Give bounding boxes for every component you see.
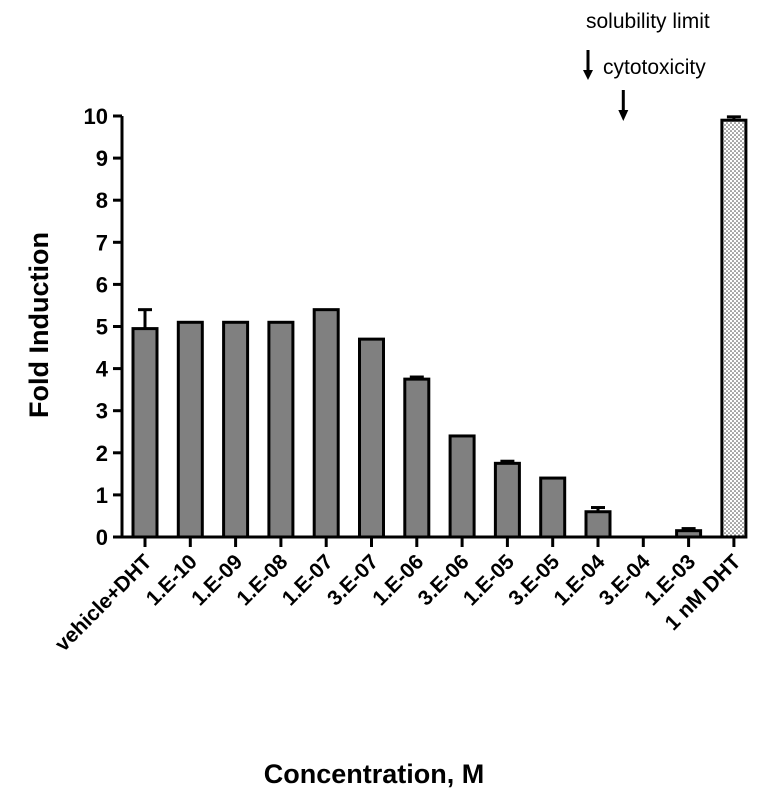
bar (584, 510, 612, 539)
y-tick-label: 6 (96, 272, 108, 297)
x-tick-label: 3.E-07 (323, 550, 383, 610)
bar (267, 320, 295, 539)
y-tick-label: 1 (96, 483, 108, 508)
y-tick-label: 4 (96, 357, 109, 382)
y-axis: 0 1 2 3 4 5 6 7 8 9 10 (84, 104, 124, 550)
x-axis-title: Concentration, M (264, 759, 485, 789)
bar (358, 337, 385, 539)
y-tick-label: 7 (96, 230, 108, 255)
bar (448, 434, 476, 539)
bar (131, 327, 159, 539)
annotations: solubility limit cytotoxicity (583, 10, 710, 121)
x-tick-label: 1.E-10 (142, 550, 202, 610)
x-axis: vehicle+DHT1.E-101.E-091.E-081.E-073.E-0… (51, 535, 746, 656)
x-tick-label: 3.E-06 (414, 550, 474, 610)
y-tick-label: 5 (96, 315, 108, 340)
bar (675, 529, 703, 539)
y-tick-label: 10 (84, 104, 108, 129)
bar (222, 320, 250, 539)
arrow-down-icon (618, 110, 629, 121)
y-tick-label: 9 (96, 146, 108, 171)
bar (539, 476, 567, 539)
y-axis-title: Fold Induction (24, 232, 54, 418)
annotation-cytotoxicity: cytotoxicity (603, 56, 706, 79)
annotation-solubility-limit: solubility limit (586, 10, 710, 33)
bar (403, 377, 431, 539)
bars (131, 115, 748, 539)
y-tick-label: 2 (96, 441, 108, 466)
bar (720, 118, 748, 539)
bar (312, 308, 340, 539)
x-tick-label: 1.E-09 (187, 550, 247, 610)
x-tick-label: 1.E-06 (368, 550, 428, 610)
bar (176, 320, 204, 539)
y-tick-label: 8 (96, 188, 108, 213)
y-tick-label: 0 (96, 525, 108, 550)
x-tick-label: 1.E-07 (278, 550, 338, 610)
y-tick-label: 3 (96, 399, 108, 424)
arrow-down-icon (583, 70, 593, 80)
bar (493, 461, 521, 539)
x-tick-label: vehicle+DHT (51, 550, 157, 656)
